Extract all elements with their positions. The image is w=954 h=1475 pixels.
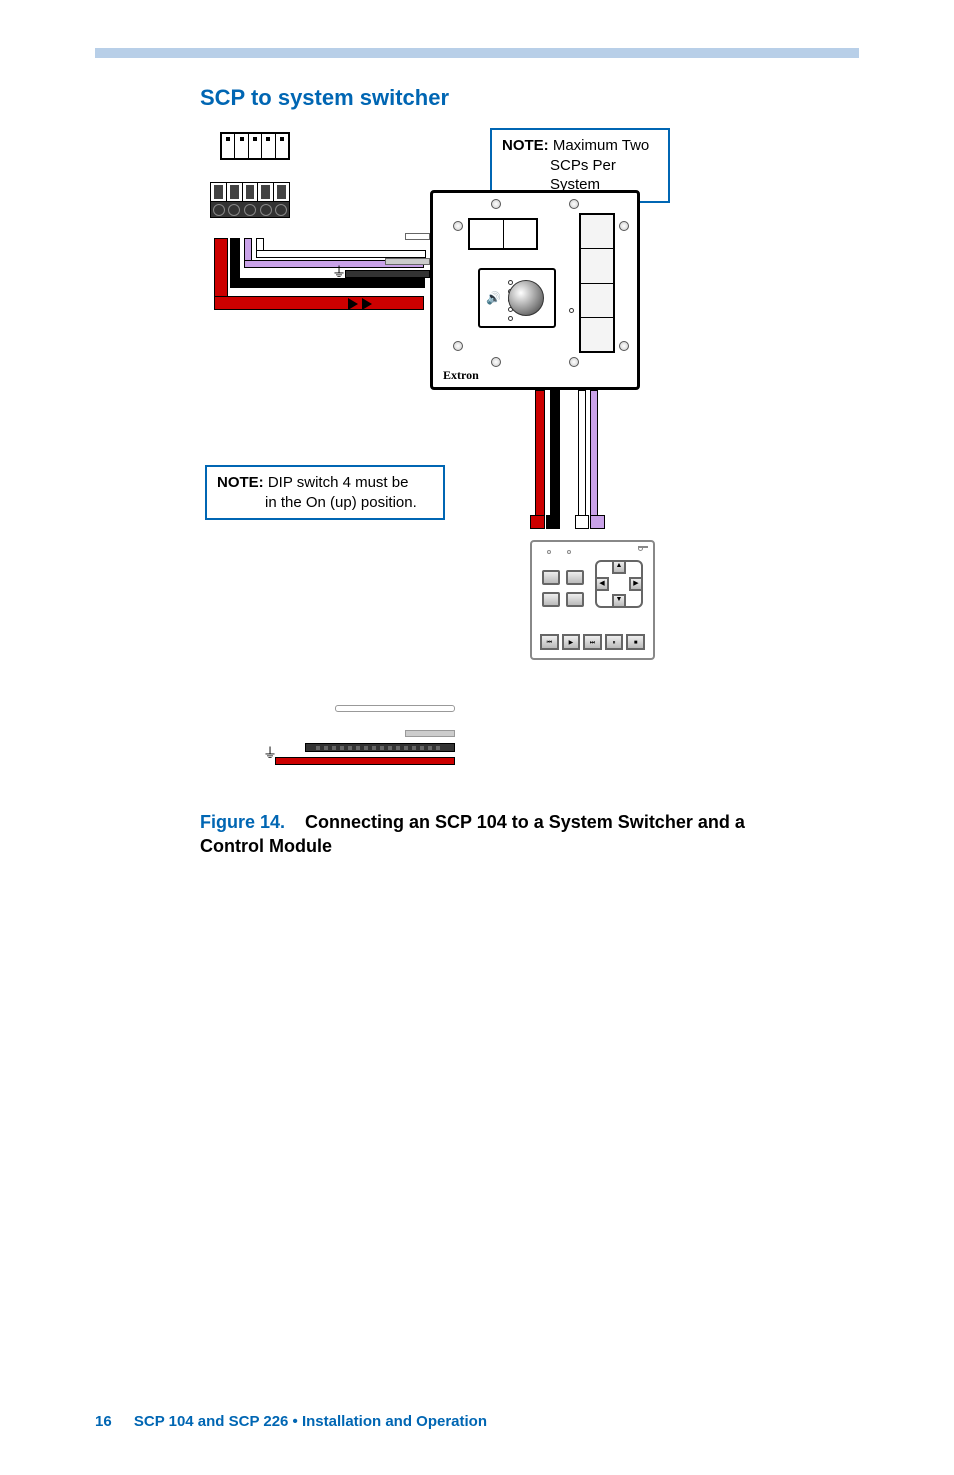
note-label: NOTE: [502,137,549,154]
note-text-line2: in the On (up) position. [217,493,433,513]
wire-black-down [550,390,560,520]
figure-caption: Figure 14. Connecting an SCP 104 to a Sy… [200,810,760,859]
wire-terminals [530,515,605,529]
control-button [542,570,560,585]
wire-white-h [256,250,426,258]
arrow-icon [348,298,358,310]
cable-shield [305,743,455,752]
screw-icon [569,199,579,209]
page-footer: 16 SCP 104 and SCP 226 • Installation an… [95,1413,487,1430]
wire-purple-down [590,390,598,520]
wire-white-down [578,390,586,520]
hole-icon [567,550,571,554]
control-button [566,592,584,607]
control-button [542,592,560,607]
control-module: ▲ ▼ ◀ ▶ ⏮ ▶ ⏭ ⏸ ■ [530,540,655,660]
cable-strip-diagram: ⏚ [255,705,455,775]
transport-pause: ⏸ [605,634,624,650]
screw-icon [453,341,463,351]
screw-icon [569,357,579,367]
arrow-icon [362,298,372,310]
figure-number: Figure 14. [200,812,285,832]
footer-doc-title: SCP 104 and SCP 226 • Installation and O… [134,1413,487,1430]
faceplate-4button-panel [579,213,615,353]
wire-red-h [214,296,424,310]
transport-play: ▶ [562,634,581,650]
dip-switch [220,132,290,160]
section-heading: SCP to system switcher [200,85,449,111]
cable-inner [405,730,455,737]
screw-icon [619,221,629,231]
volume-knob [508,280,544,316]
note-dip-switch: NOTE: DIP switch 4 must be in the On (up… [205,465,445,520]
dpad: ▲ ▼ ◀ ▶ [595,560,643,608]
wire-red-down [535,390,545,520]
screw-icon [619,341,629,351]
scp-faceplate: 🔊 Extron [430,190,640,390]
top-divider-bar [95,48,859,58]
note-text: DIP switch 4 must be [268,474,409,491]
ir-receiver-dot [569,308,574,313]
transport-next: ⏭ [583,634,602,650]
connector-stub [405,233,430,240]
note-text-line2: SCPs Per System [502,156,658,195]
cable-jacket [335,705,455,712]
screw-icon [491,357,501,367]
dpad-left: ◀ [595,577,609,591]
ground-icon: ⏚ [332,262,346,282]
transport-stop: ■ [626,634,645,650]
screw-icon [491,199,501,209]
dpad-right: ▶ [629,577,643,591]
screw-icon [453,221,463,231]
faceplate-2button-panel [468,218,538,250]
dpad-down: ▼ [612,594,626,608]
wire-black-h [230,278,425,288]
brand-label: Extron [443,368,479,383]
note-label: NOTE: [217,474,264,491]
volume-knob-panel: 🔊 [478,268,556,328]
transport-prev: ⏮ [540,634,559,650]
note-text: Maximum Two [553,137,649,154]
speaker-icon: 🔊 [486,291,501,305]
cable-conductor [275,757,455,765]
transport-controls: ⏮ ▶ ⏭ ⏸ ■ [540,634,645,650]
control-button [566,570,584,585]
terminal-block-connector [210,182,290,237]
slot-icon [638,546,648,548]
connector-stub [345,270,430,278]
dpad-up: ▲ [612,560,626,574]
connector-stub [385,258,430,265]
page-number: 16 [95,1413,112,1430]
hole-icon [547,550,551,554]
